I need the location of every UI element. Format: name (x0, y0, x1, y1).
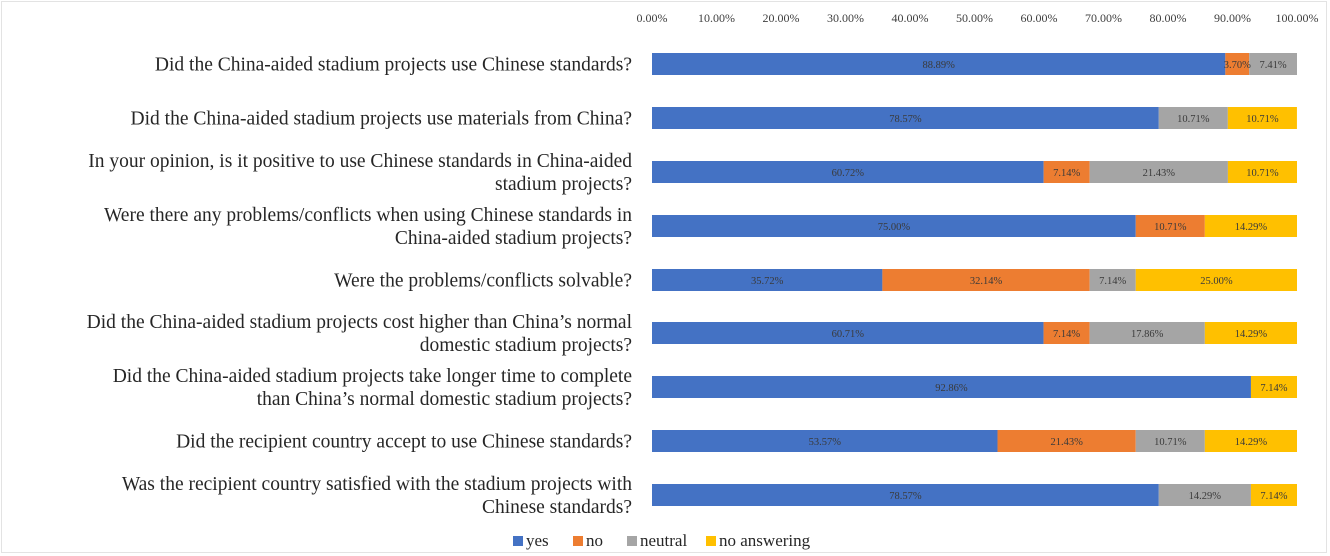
data-label: 60.71% (832, 329, 865, 340)
bar-segment-neutral (1089, 161, 1228, 183)
legend-label: neutral (640, 531, 687, 550)
bar-segment-yes (652, 161, 1044, 183)
category-label: Did the China-aided stadium projects use… (155, 55, 632, 76)
x-tick-label: 100.00% (1276, 11, 1319, 25)
data-label: 7.14% (1053, 329, 1080, 340)
category-label: Did the China-aided stadium projects tak… (113, 366, 632, 387)
bar-segment-yes (652, 107, 1159, 129)
bar-segment-yes (652, 269, 883, 291)
data-label: 25.00% (1200, 276, 1233, 287)
legend-label: no answering (719, 531, 811, 550)
data-label: 75.00% (878, 222, 911, 233)
bar-segment-yes (652, 53, 1226, 75)
category-label: Did the China-aided stadium projects cos… (87, 312, 633, 333)
data-label: 53.57% (809, 437, 842, 448)
bar-segment-no (997, 430, 1136, 452)
x-tick-label: 10.00% (698, 11, 735, 25)
bar-segment-no (1043, 322, 1090, 344)
data-label: 10.71% (1154, 222, 1187, 233)
data-label: 60.72% (832, 168, 865, 179)
legend-label: no (586, 531, 603, 550)
category-label: Did the China-aided stadium projects use… (131, 109, 632, 130)
data-label: 7.14% (1099, 276, 1126, 287)
legend-swatch-neutral (627, 536, 637, 546)
data-label: 35.72% (751, 276, 784, 287)
category-label: stadium projects? (495, 174, 632, 195)
data-label: 3.70% (1224, 60, 1251, 71)
bar-segment-no (1225, 53, 1250, 75)
data-label: 78.57% (889, 491, 922, 502)
data-label: 10.71% (1177, 114, 1210, 125)
bar-segment-yes (652, 322, 1044, 344)
bar-segment-yes (652, 430, 998, 452)
legend-label: yes (526, 531, 549, 550)
category-label: Was the recipient country satisfied with… (122, 474, 632, 495)
data-label: 10.71% (1246, 168, 1279, 179)
x-tick-label: 70.00% (1085, 11, 1122, 25)
bar-segment-no-answering (1227, 161, 1297, 183)
x-tick-label: 60.00% (1021, 11, 1058, 25)
category-label: domestic stadium projects? (420, 335, 632, 356)
data-label: 14.29% (1235, 437, 1268, 448)
data-label: 7.14% (1260, 383, 1287, 394)
category-label: Chinese standards? (482, 497, 632, 518)
data-label: 7.41% (1260, 60, 1287, 71)
category-label: China-aided stadium projects? (395, 228, 632, 249)
data-label: 10.71% (1246, 114, 1279, 125)
bar-segment-yes (652, 484, 1159, 506)
x-tick-label: 90.00% (1214, 11, 1251, 25)
bar-segment-neutral (1135, 430, 1205, 452)
data-label: 21.43% (1143, 168, 1176, 179)
x-tick-label: 30.00% (827, 11, 864, 25)
bar-segment-neutral (1089, 322, 1205, 344)
bar-segment-yes (652, 215, 1136, 237)
category-label: than China’s normal domestic stadium pro… (257, 389, 632, 410)
legend-swatch-yes (513, 536, 523, 546)
bar-segment-neutral (1158, 107, 1228, 129)
category-label: Did the recipient country accept to use … (176, 432, 632, 453)
bar-segment-no-answering (1204, 430, 1297, 452)
bar-segment-no-answering (1250, 376, 1297, 398)
x-tick-label: 80.00% (1150, 11, 1187, 25)
bar-segment-no-answering (1135, 269, 1297, 291)
bar-segment-yes (652, 376, 1251, 398)
data-label: 7.14% (1260, 491, 1287, 502)
category-label: In your opinion, is it positive to use C… (88, 151, 632, 172)
x-tick-label: 20.00% (763, 11, 800, 25)
bar-segment-no (1135, 215, 1205, 237)
bar-segment-no-answering (1204, 215, 1297, 237)
bar-segment-no (1043, 161, 1090, 183)
data-label: 14.29% (1235, 222, 1268, 233)
bar-segment-neutral (1158, 484, 1251, 506)
x-tick-label: 50.00% (956, 11, 993, 25)
legend-swatch-no-answering (706, 536, 716, 546)
data-label: 17.86% (1131, 329, 1164, 340)
category-label: Were the problems/conflicts solvable? (334, 271, 632, 292)
data-label: 21.43% (1050, 437, 1083, 448)
bar-segment-no-answering (1204, 322, 1297, 344)
bar-segment-neutral (1089, 269, 1136, 291)
data-label: 92.86% (935, 383, 968, 394)
legend-swatch-no (573, 536, 583, 546)
data-label: 78.57% (889, 114, 922, 125)
category-label: Were there any problems/conflicts when u… (104, 205, 632, 226)
data-label: 14.29% (1189, 491, 1222, 502)
bar-segment-no-answering (1227, 107, 1297, 129)
x-tick-label: 40.00% (892, 11, 929, 25)
data-label: 14.29% (1235, 329, 1268, 340)
data-label: 10.71% (1154, 437, 1187, 448)
data-label: 7.14% (1053, 168, 1080, 179)
x-tick-label: 0.00% (637, 11, 668, 25)
bar-segment-no-answering (1250, 484, 1297, 506)
data-label: 88.89% (922, 60, 955, 71)
bar-segment-neutral (1249, 53, 1297, 75)
bar-segment-no (882, 269, 1090, 291)
data-label: 32.14% (970, 276, 1003, 287)
